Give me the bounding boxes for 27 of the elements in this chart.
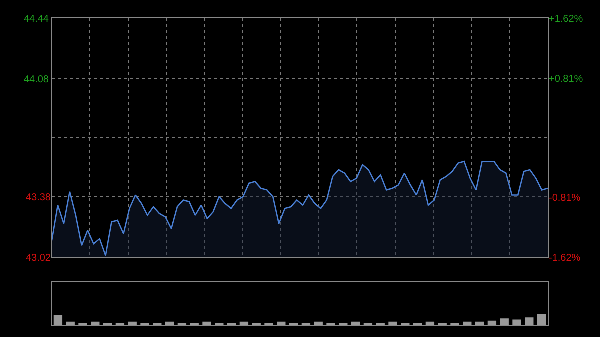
bar xyxy=(351,322,360,326)
y2-tick-label: +0.81% xyxy=(549,74,584,85)
y-tick-label: 44.08 xyxy=(24,74,50,86)
y2-tick-label: -0.81% xyxy=(549,193,581,204)
bar xyxy=(314,322,323,326)
bar xyxy=(537,314,546,326)
bar xyxy=(475,322,484,326)
bar xyxy=(54,315,63,326)
y-tick-label: 43.02 xyxy=(26,252,52,264)
bar xyxy=(202,322,212,326)
bar xyxy=(277,322,286,326)
bar xyxy=(240,322,249,326)
bar xyxy=(512,320,522,326)
bar xyxy=(525,318,534,326)
bar xyxy=(66,322,75,326)
y-tick-label: 43.38 xyxy=(26,192,52,204)
bar xyxy=(91,322,100,326)
bar xyxy=(463,322,472,326)
bar xyxy=(128,322,137,326)
bar xyxy=(500,318,509,326)
y-tick-label: 44.44 xyxy=(24,14,50,26)
y2-tick-label: +1.62% xyxy=(549,14,584,26)
y2-tick-label: -1.62% xyxy=(549,252,581,264)
bar xyxy=(388,322,398,326)
bar xyxy=(165,322,174,326)
bar xyxy=(488,320,497,326)
bar xyxy=(426,322,435,326)
